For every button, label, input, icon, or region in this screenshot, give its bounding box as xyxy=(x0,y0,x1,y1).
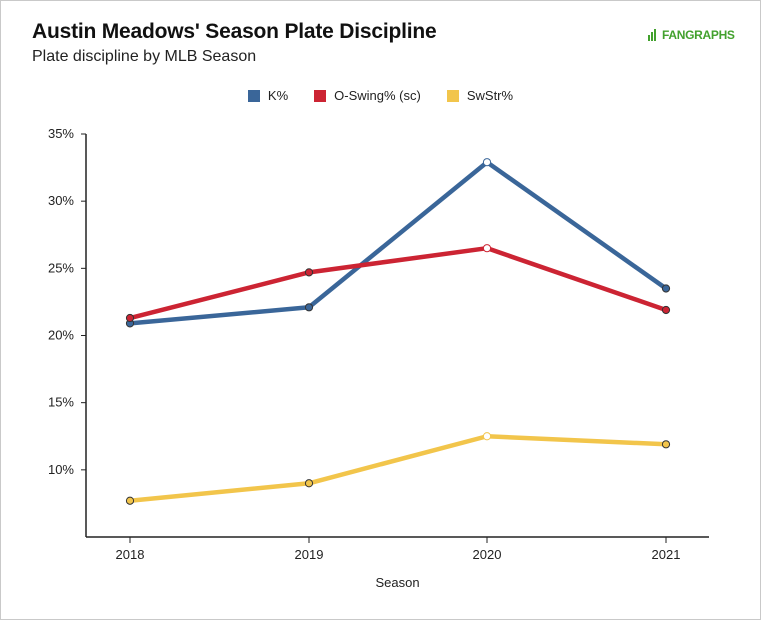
data-point-o-swing-sc xyxy=(125,313,135,323)
legend-swatch xyxy=(247,89,260,102)
data-point-k xyxy=(661,284,671,293)
y-tick-label: 10% xyxy=(48,462,74,477)
series-line-k xyxy=(127,159,669,326)
data-point-k xyxy=(482,158,492,167)
series-line-swstr xyxy=(127,434,669,503)
data-point-o-swing-sc xyxy=(304,268,314,277)
legend-label: SwStr% xyxy=(466,88,514,103)
data-point-k xyxy=(304,303,314,312)
y-tick-label: 30% xyxy=(48,193,74,208)
legend-label: O-Swing% (sc) xyxy=(334,88,421,103)
legend-item[interactable]: O-Swing% (sc) xyxy=(314,88,421,103)
x-axis-title: Season xyxy=(375,575,419,590)
legend-item[interactable]: K% xyxy=(247,88,289,103)
data-point-o-swing-sc xyxy=(482,244,492,253)
data-point-swstr xyxy=(125,496,135,505)
y-tick-label: 25% xyxy=(48,260,74,275)
chart-subtitle: Plate discipline by MLB Season xyxy=(32,48,257,65)
data-point-o-swing-sc xyxy=(661,305,671,315)
y-tick-label: 35% xyxy=(48,126,74,141)
x-tick-label: 2018 xyxy=(116,547,145,562)
y-tick-label: 20% xyxy=(48,328,74,343)
legend-swatch xyxy=(314,89,327,102)
chart-legend: K% O-Swing% (sc) SwStr% xyxy=(0,88,761,103)
fangraphs-logo-icon xyxy=(648,29,656,41)
fangraphs-logo-text: FANGRAPHS xyxy=(662,28,735,42)
data-point-swstr xyxy=(661,440,671,449)
chart-title: Austin Meadows' Season Plate Discipline xyxy=(32,20,437,43)
legend-swatch xyxy=(446,89,459,102)
x-tick-label: 2021 xyxy=(652,547,681,562)
data-point-swstr xyxy=(304,479,314,488)
y-tick-label: 15% xyxy=(48,395,74,410)
fangraphs-logo: FANGRAPHS xyxy=(648,28,735,42)
data-point-swstr xyxy=(482,432,492,441)
x-tick-label: 2019 xyxy=(295,547,324,562)
x-tick-label: 2020 xyxy=(473,547,502,562)
series-line-o-swing-sc xyxy=(127,245,669,321)
legend-item[interactable]: SwStr% xyxy=(446,88,514,103)
legend-label: K% xyxy=(267,88,289,103)
